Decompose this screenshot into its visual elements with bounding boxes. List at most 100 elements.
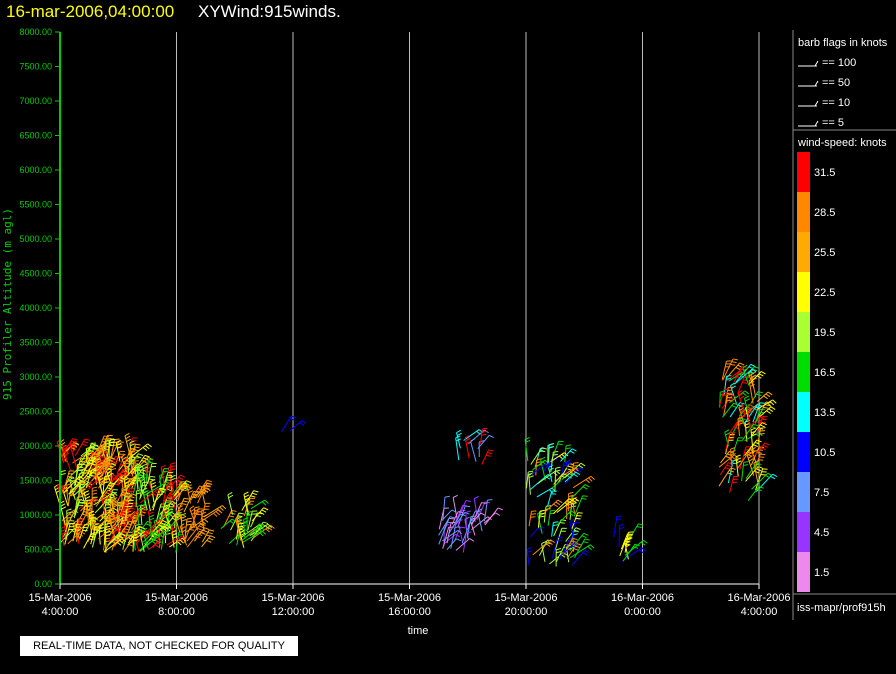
barb-flag (528, 470, 534, 473)
wind-barb (629, 523, 644, 539)
barb-flag (581, 535, 587, 539)
barb-flag (530, 516, 536, 518)
barb-flag (568, 497, 574, 501)
barb-flag (111, 498, 116, 503)
barb-flag (452, 494, 458, 498)
barb-flag (202, 529, 208, 533)
barb-flag (98, 447, 104, 451)
barb-shaft (124, 435, 132, 458)
barb-flag (236, 521, 242, 525)
barb-flag (98, 455, 104, 459)
barb-flag (105, 501, 111, 505)
barb-flag (728, 462, 734, 465)
barb-flag (547, 446, 553, 449)
barb-flag (590, 475, 595, 481)
wind-barb (190, 485, 205, 501)
barb-flag (769, 401, 775, 406)
barb-flag (116, 439, 121, 443)
barb-flag (107, 434, 113, 437)
barb-flag (575, 471, 581, 476)
barb-shaft (246, 512, 248, 534)
barb-flag (102, 438, 108, 440)
barb-flag (116, 537, 122, 541)
barb-flag (66, 511, 72, 514)
barb-flag (164, 530, 170, 532)
barb-shaft (719, 392, 721, 408)
barb-shaft (752, 442, 766, 459)
wind-barb (69, 442, 78, 468)
barb-flag (750, 449, 756, 452)
barb-flag (130, 443, 136, 447)
barb-flag (753, 423, 759, 427)
barb-flag (747, 407, 753, 411)
barb-flag (469, 538, 475, 542)
barb-shaft (140, 488, 158, 504)
wind-barb (171, 529, 178, 548)
barb-flag (570, 510, 576, 514)
barb-shaft (554, 528, 563, 550)
wind-barb (249, 523, 273, 537)
barb-flag (739, 371, 745, 374)
barb-shaft (138, 538, 155, 552)
barb-shaft (719, 462, 729, 476)
barb-shaft (86, 503, 90, 524)
barb-flag (756, 393, 762, 396)
barb-flag (236, 516, 242, 520)
barb-flag (101, 467, 107, 471)
barb-flag (181, 503, 187, 506)
barb-flag (560, 475, 566, 479)
wind-barb (526, 547, 533, 566)
wind-barb (751, 472, 773, 490)
wind-barb (560, 448, 577, 462)
wind-barb (64, 523, 76, 545)
wind-barbs (54, 358, 778, 567)
barb-flag (105, 525, 111, 528)
barb-shaft (442, 497, 446, 521)
barb-flag (152, 492, 157, 497)
wind-barb (528, 510, 537, 527)
barb-flag (238, 512, 245, 515)
barb-flag (166, 488, 172, 492)
barb-flag (151, 533, 157, 537)
barb-shaft (74, 438, 86, 456)
barb-flag (571, 448, 577, 452)
barb-flag (144, 464, 150, 468)
barb-flag (60, 472, 66, 476)
barb-flag (488, 449, 494, 452)
wind-barb (109, 524, 124, 543)
colorbar-label: 25.5 (814, 247, 835, 259)
barb-flag (165, 510, 170, 514)
barb-flag (114, 483, 120, 486)
wind-barb (570, 544, 595, 559)
barb-legend-label: == 100 (822, 57, 856, 69)
barb-flag (109, 511, 115, 515)
barb-flag (112, 503, 118, 506)
barb-flag (210, 535, 216, 539)
barb-flag (136, 492, 142, 495)
barb-flag (162, 519, 168, 523)
barb-flag (103, 464, 109, 468)
x-tick-label: 15-Mar-2006 20:00:00 (495, 592, 558, 618)
barb-flag (142, 463, 148, 467)
barb-flag (142, 447, 148, 451)
barb-shaft (159, 475, 162, 494)
barb-flag (737, 416, 743, 420)
barb-flag (744, 395, 750, 399)
barb-flag (119, 532, 125, 536)
barb-flag (739, 395, 745, 400)
barb-flag (175, 514, 180, 519)
barb-shaft (186, 523, 202, 542)
barb-flag (743, 464, 749, 466)
barb-flag (460, 513, 466, 517)
barb-flag (479, 440, 485, 443)
wind-barb (162, 481, 173, 502)
wind-barb (148, 540, 165, 551)
wind-barb (747, 485, 764, 502)
barb-flag (765, 393, 771, 398)
barb-flag (559, 521, 565, 524)
barb-shaft (470, 512, 482, 525)
barb-flag (172, 535, 178, 539)
barb-flag (192, 493, 198, 496)
barb-shaft (97, 474, 104, 498)
barb-flag (108, 530, 114, 534)
